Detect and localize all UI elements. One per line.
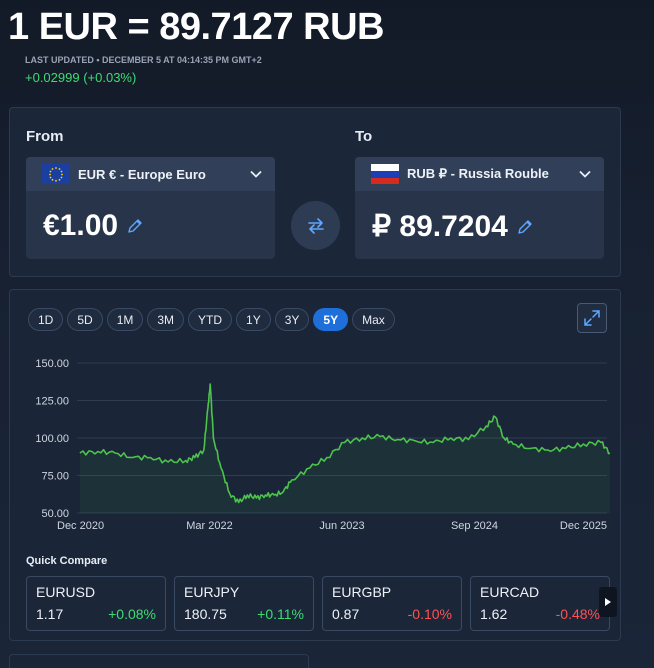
- quick-compare-card[interactable]: EURUSD 1.17 +0.08%: [26, 576, 166, 631]
- quick-compare-card[interactable]: EURJPY 180.75 +0.11%: [174, 576, 314, 631]
- pencil-icon[interactable]: [516, 218, 534, 236]
- swap-arrows-icon: [307, 217, 324, 234]
- qc-change: -0.10%: [407, 606, 452, 622]
- range-5d[interactable]: 5D: [67, 308, 103, 331]
- from-currency-select[interactable]: EUR € - Europe Euro: [26, 157, 275, 191]
- from-amount[interactable]: €1.00: [43, 209, 119, 242]
- qc-change: -0.48%: [555, 606, 600, 622]
- range-3y[interactable]: 3Y: [274, 308, 310, 331]
- range-1m[interactable]: 1M: [106, 308, 144, 331]
- swap-button[interactable]: [291, 201, 340, 250]
- play-right-icon: [605, 598, 611, 606]
- y-tick-label: 150.00: [35, 358, 69, 370]
- y-tick-label: 50.00: [41, 508, 69, 520]
- qc-rate: 0.87: [332, 606, 360, 622]
- qc-pair: EURJPY: [184, 584, 240, 600]
- from-label: From: [26, 128, 64, 145]
- range-1d[interactable]: 1D: [28, 308, 64, 331]
- rate-title: 1 EUR = 89.7127 RUB: [8, 6, 384, 48]
- y-tick-label: 75.00: [41, 471, 69, 483]
- qc-pair: EURUSD: [36, 584, 96, 600]
- converter-panel: From To EUR € - Europe Euro €1.00: [9, 107, 621, 277]
- quick-compare-list: EURUSD 1.17 +0.08% EURJPY 180.75 +0.11% …: [26, 576, 610, 631]
- to-currency-box: RUB ₽ - Russia Rouble ₽ 89.7204: [355, 157, 604, 259]
- quick-compare-next-button[interactable]: [599, 587, 617, 617]
- range-max[interactable]: Max: [352, 308, 395, 331]
- qc-pair: EURGBP: [332, 584, 392, 600]
- range-3m[interactable]: 3M: [147, 308, 185, 331]
- quick-compare-card[interactable]: EURGBP 0.87 -0.10%: [322, 576, 462, 631]
- russia-flag-icon: [371, 164, 399, 184]
- to-amount[interactable]: ₽ 89.7204: [372, 210, 508, 243]
- qc-rate: 1.62: [480, 606, 508, 622]
- range-5y[interactable]: 5Y: [313, 308, 349, 331]
- to-currency-name: RUB ₽ - Russia Rouble: [407, 166, 549, 181]
- x-tick-label: Sep 2024: [451, 520, 498, 532]
- qc-rate: 1.17: [36, 606, 64, 622]
- qc-change: +0.08%: [108, 606, 156, 622]
- x-tick-label: Dec 2025: [560, 520, 607, 532]
- rate-change: +0.02999 (+0.03%): [25, 70, 137, 85]
- to-label: To: [355, 128, 373, 145]
- pencil-icon[interactable]: [126, 217, 144, 235]
- expand-button[interactable]: [577, 303, 607, 333]
- quick-compare-title: Quick Compare: [26, 555, 108, 567]
- qc-rate: 180.75: [184, 606, 227, 622]
- series-line: [79, 383, 611, 504]
- y-tick-label: 125.00: [35, 396, 69, 408]
- from-currency-name: EUR € - Europe Euro: [78, 166, 206, 182]
- last-updated: LAST UPDATED • DECEMBER 5 AT 04:14:35 PM…: [25, 55, 262, 65]
- range-selector: 1D 5D 1M 3M YTD 1Y 3Y 5Y Max: [28, 308, 395, 331]
- eu-flag-icon: [42, 164, 70, 184]
- chevron-down-icon: [579, 170, 591, 178]
- from-currency-box: EUR € - Europe Euro €1.00: [26, 157, 275, 259]
- series-area: [79, 384, 610, 513]
- next-section-card: [9, 654, 309, 668]
- chevron-down-icon: [250, 170, 262, 178]
- quick-compare-card[interactable]: EURCAD 1.62 -0.48%: [470, 576, 610, 631]
- y-tick-label: 100.00: [35, 433, 69, 445]
- x-tick-label: Mar 2022: [186, 520, 232, 532]
- range-1y[interactable]: 1Y: [236, 308, 271, 331]
- qc-pair: EURCAD: [480, 584, 540, 600]
- x-tick-label: Dec 2020: [57, 520, 104, 532]
- x-tick-label: Jun 2023: [319, 520, 364, 532]
- qc-change: +0.11%: [257, 606, 304, 622]
- to-currency-select[interactable]: RUB ₽ - Russia Rouble: [355, 157, 604, 191]
- expand-icon: [584, 310, 600, 326]
- range-ytd[interactable]: YTD: [188, 308, 233, 331]
- chart-card: 1D 5D 1M 3M YTD 1Y 3Y 5Y Max 150.00 125.0…: [9, 289, 621, 641]
